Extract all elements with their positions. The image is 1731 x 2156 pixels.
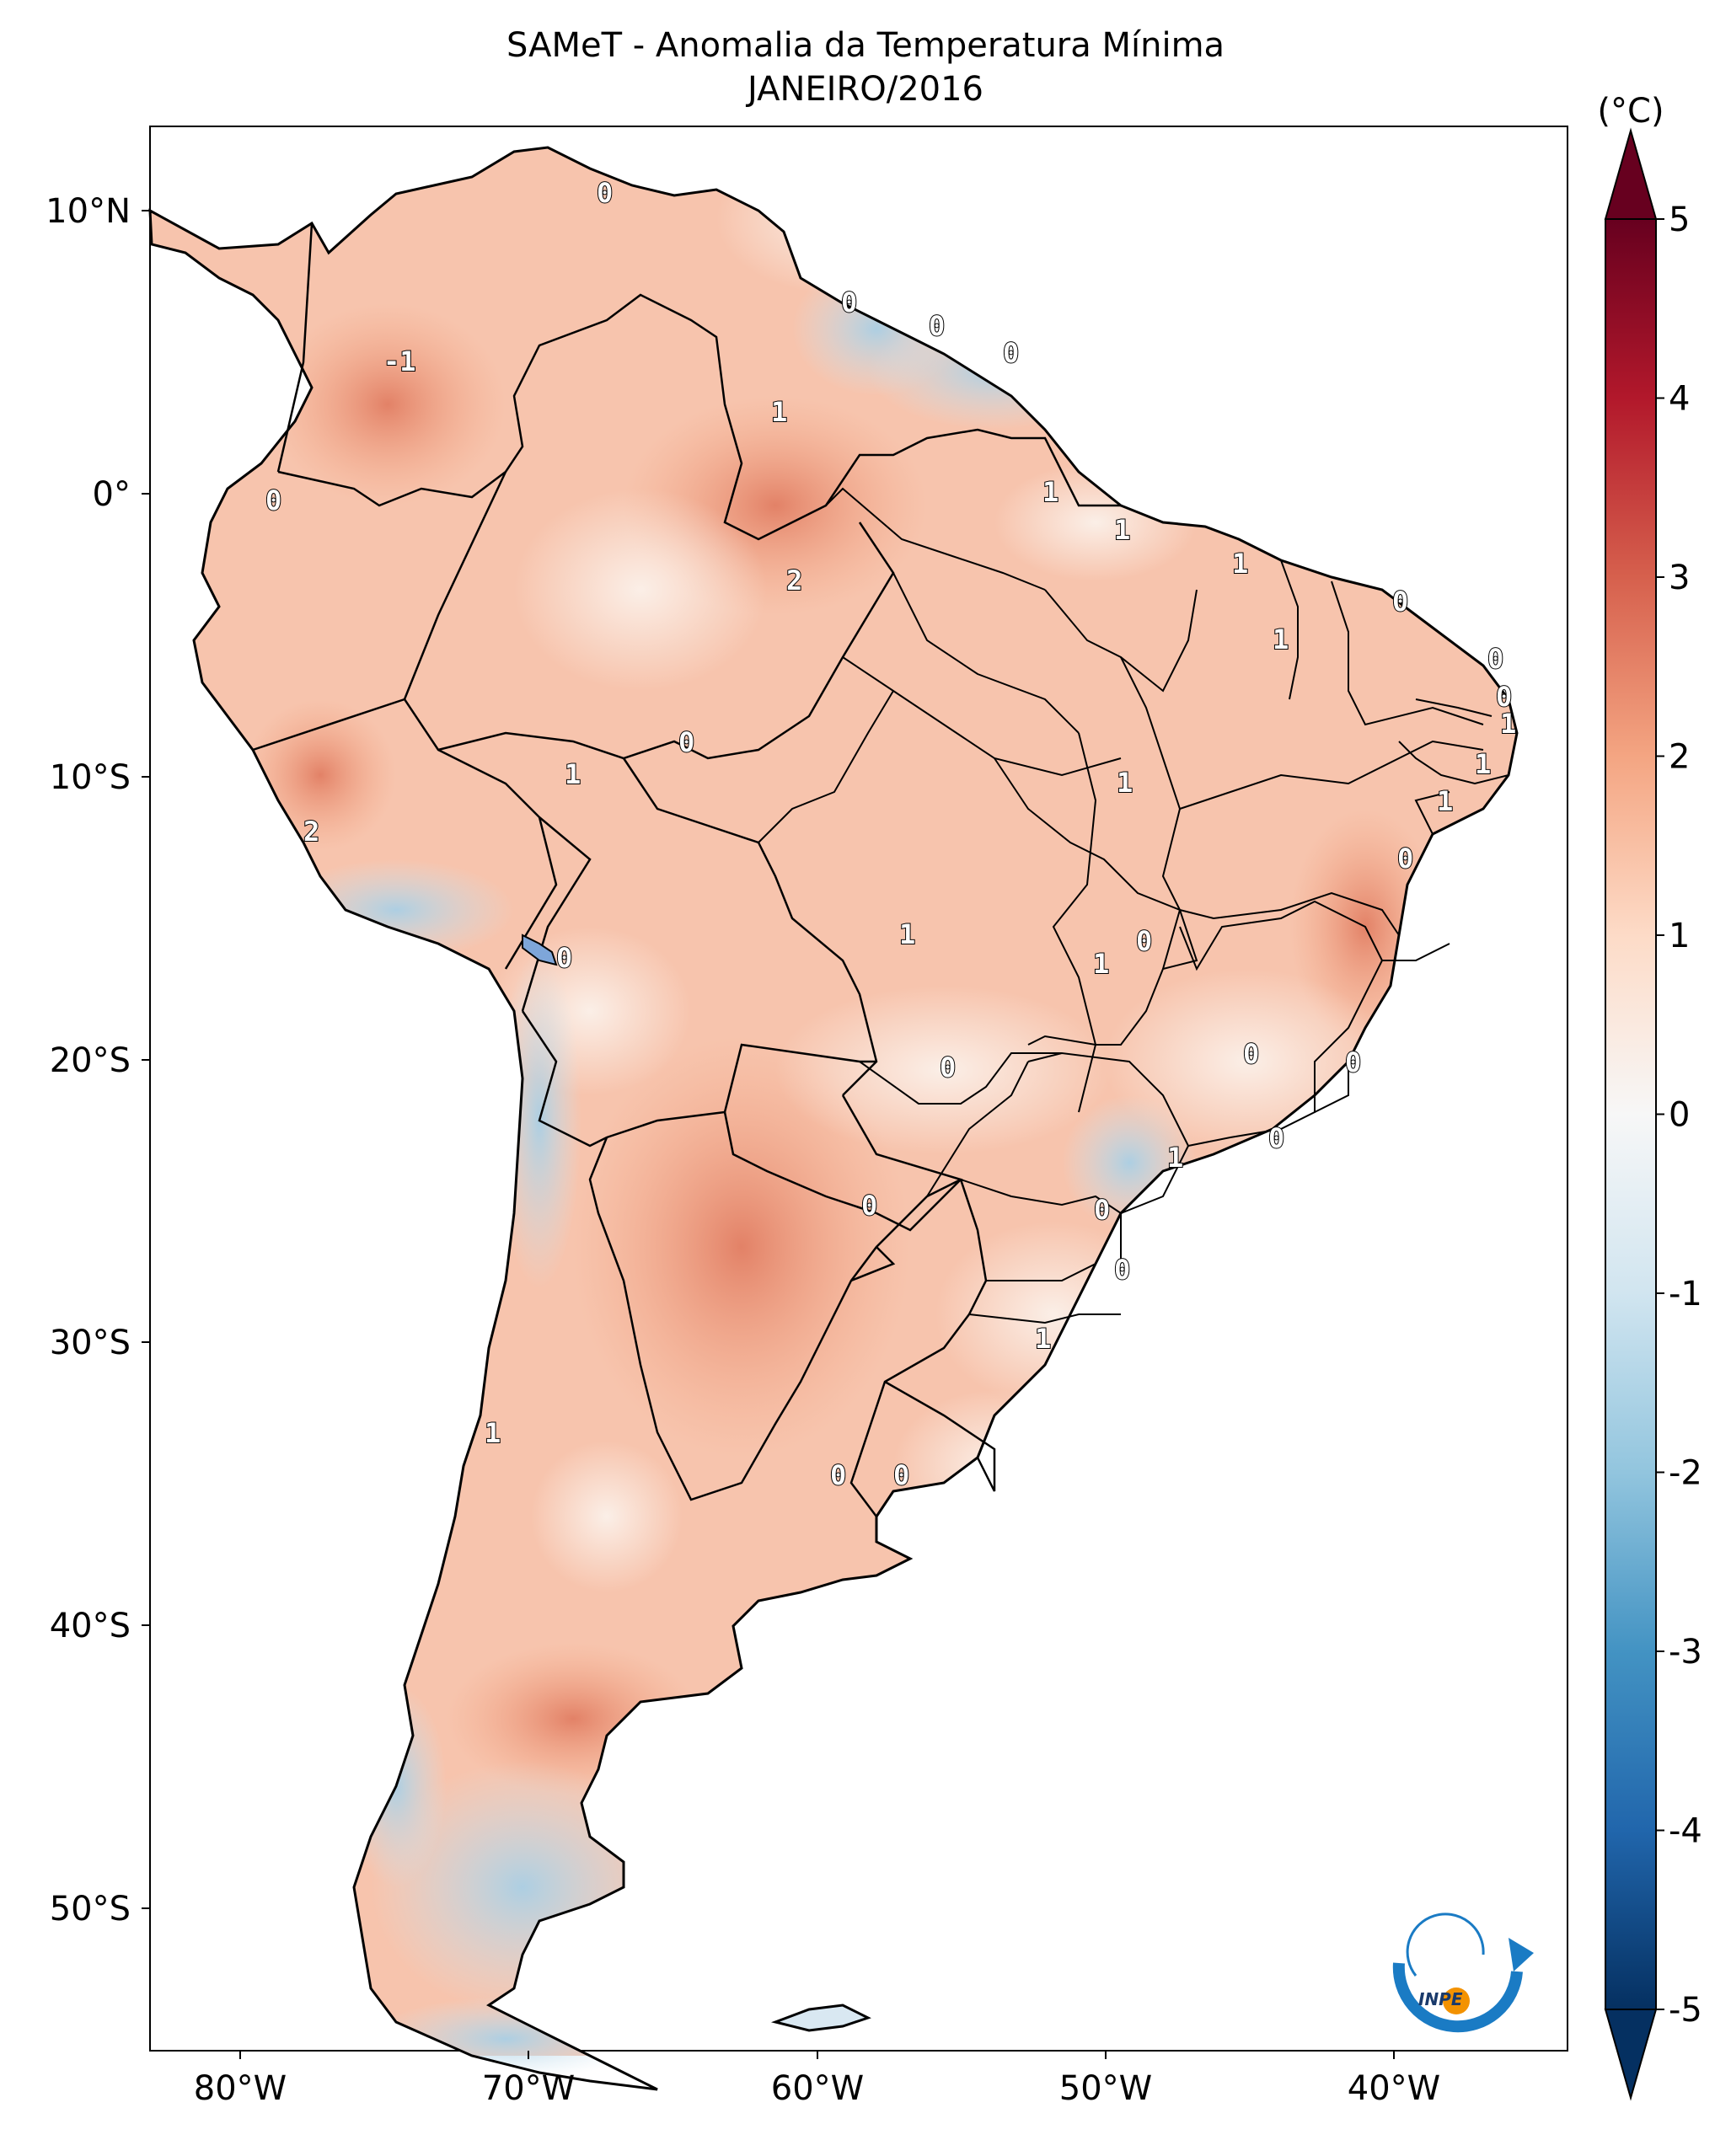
colorbar-tick-label: 2 bbox=[1669, 738, 1690, 777]
contour-label: 0 bbox=[940, 1051, 956, 1083]
colorbar-tick-label: 0 bbox=[1669, 1096, 1690, 1135]
contour-label: 0 bbox=[1268, 1122, 1284, 1154]
contour-label: 2 bbox=[786, 564, 802, 597]
lon-tick-label: 60°W bbox=[771, 2069, 864, 2108]
contour-label: 0 bbox=[893, 1459, 909, 1491]
contour-label: 0 bbox=[1487, 643, 1503, 675]
contour-label: 2 bbox=[303, 816, 319, 848]
contour-label: 1 bbox=[1437, 785, 1453, 817]
colorbar-bar bbox=[1605, 218, 1657, 2010]
contour-label: 1 bbox=[1167, 1142, 1183, 1174]
colorbar-tick-label: -2 bbox=[1669, 1454, 1702, 1493]
contour-label: 0 bbox=[1397, 843, 1413, 875]
contour-label: 1 bbox=[771, 396, 787, 428]
contour-label: 1 bbox=[1117, 767, 1133, 799]
contour-label: 0 bbox=[597, 177, 613, 209]
inpe-logo-orbit bbox=[1406, 1913, 1485, 1977]
contour-label: -1 bbox=[383, 345, 416, 377]
falkland-islands bbox=[770, 2004, 871, 2032]
contour-label: 0 bbox=[678, 726, 694, 758]
contour-label: 1 bbox=[1232, 548, 1248, 580]
colorbar-tick-label: -3 bbox=[1669, 1633, 1702, 1672]
contour-label: 1 bbox=[1035, 1323, 1051, 1355]
colorbar-tick-label: -1 bbox=[1669, 1275, 1702, 1313]
inpe-logo-sun bbox=[1443, 1987, 1470, 2014]
colorbar-tick-label: 5 bbox=[1669, 201, 1690, 239]
contour-label: 0 bbox=[1496, 681, 1512, 713]
contour-label: 1 bbox=[485, 1417, 501, 1449]
contour-label: 0 bbox=[1136, 925, 1152, 957]
lat-tick-label: 10°N bbox=[46, 192, 131, 231]
lon-tick-label: 80°W bbox=[194, 2069, 287, 2108]
latitude-axis: 10°N 0° 10°S 20°S 30°S 40°S 50°S bbox=[46, 192, 150, 1929]
lat-tick-label: 10°S bbox=[50, 758, 131, 797]
colorbar-extend-min bbox=[1604, 2009, 1658, 2101]
inpe-logo-arc bbox=[1392, 1962, 1523, 2033]
contour-label: 0 bbox=[1345, 1046, 1361, 1078]
contour-label: 0 bbox=[1243, 1038, 1259, 1070]
contour-label: 1 bbox=[1273, 623, 1289, 655]
contour-label: 0 bbox=[1392, 586, 1408, 618]
contour-label: 1 bbox=[899, 918, 915, 950]
longitude-axis: 80°W 70°W 60°W 50°W 40°W bbox=[194, 2051, 1440, 2108]
lon-tick-label: 70°W bbox=[482, 2069, 575, 2108]
colorbar-tick-label: -5 bbox=[1669, 1991, 1702, 2030]
colorbar-tick-label: 4 bbox=[1669, 380, 1690, 419]
colorbar-tick-label: 3 bbox=[1669, 559, 1690, 597]
contour-label: 1 bbox=[1475, 748, 1491, 780]
inpe-logo: INPE bbox=[1392, 1913, 1534, 2033]
colorbar: (°C) 5 4 3 2 1 0 -1 -2 -3 -4 -5 bbox=[1597, 92, 1702, 2101]
contour-label: 0 bbox=[1094, 1194, 1110, 1226]
contour-label: 1 bbox=[565, 758, 581, 790]
contour-label: 1 bbox=[1042, 476, 1058, 508]
contour-label: 0 bbox=[929, 310, 945, 342]
lat-tick-label: 20°S bbox=[50, 1041, 131, 1080]
inpe-logo-text: INPE bbox=[1418, 1989, 1463, 2009]
colorbar-unit: (°C) bbox=[1597, 92, 1664, 131]
lat-tick-label: 40°S bbox=[50, 1607, 131, 1645]
lake-titicaca bbox=[522, 934, 558, 966]
lat-tick-label: 0° bbox=[93, 475, 131, 514]
contour-label: 1 bbox=[1500, 708, 1516, 740]
state-borders bbox=[758, 487, 1509, 1324]
contour-label: 0 bbox=[1114, 1254, 1130, 1286]
contour-label: 0 bbox=[265, 484, 281, 516]
map-title: SAMeT - Anomalia da Temperatura Mínima bbox=[506, 26, 1225, 65]
colorbar-extend-max bbox=[1604, 127, 1658, 220]
contour-label: 0 bbox=[556, 942, 572, 974]
lon-tick-label: 50°W bbox=[1059, 2069, 1152, 2108]
contour-label: 1 bbox=[1093, 948, 1109, 980]
contour-label: 0 bbox=[1003, 337, 1019, 369]
lat-tick-label: 30°S bbox=[50, 1324, 131, 1362]
contour-label: 0 bbox=[841, 286, 857, 318]
lat-tick-label: 50°S bbox=[50, 1890, 131, 1929]
contour-label: 0 bbox=[861, 1190, 877, 1222]
contour-label: 0 bbox=[830, 1459, 846, 1491]
contour-labels: 0 0 0 0 -1 1 0 1 1 2 1 0 1 0 0 1 0 1 1 2… bbox=[265, 176, 1517, 1492]
lon-tick-label: 40°W bbox=[1348, 2069, 1440, 2108]
contour-label: 1 bbox=[1114, 514, 1130, 546]
inpe-logo-arrow bbox=[1509, 1938, 1534, 1971]
colorbar-tick-label: -4 bbox=[1669, 1812, 1702, 1851]
map-subtitle: JANEIRO/2016 bbox=[748, 70, 983, 109]
colorbar-tick-label: 1 bbox=[1669, 917, 1690, 955]
country-borders bbox=[252, 222, 1121, 1517]
